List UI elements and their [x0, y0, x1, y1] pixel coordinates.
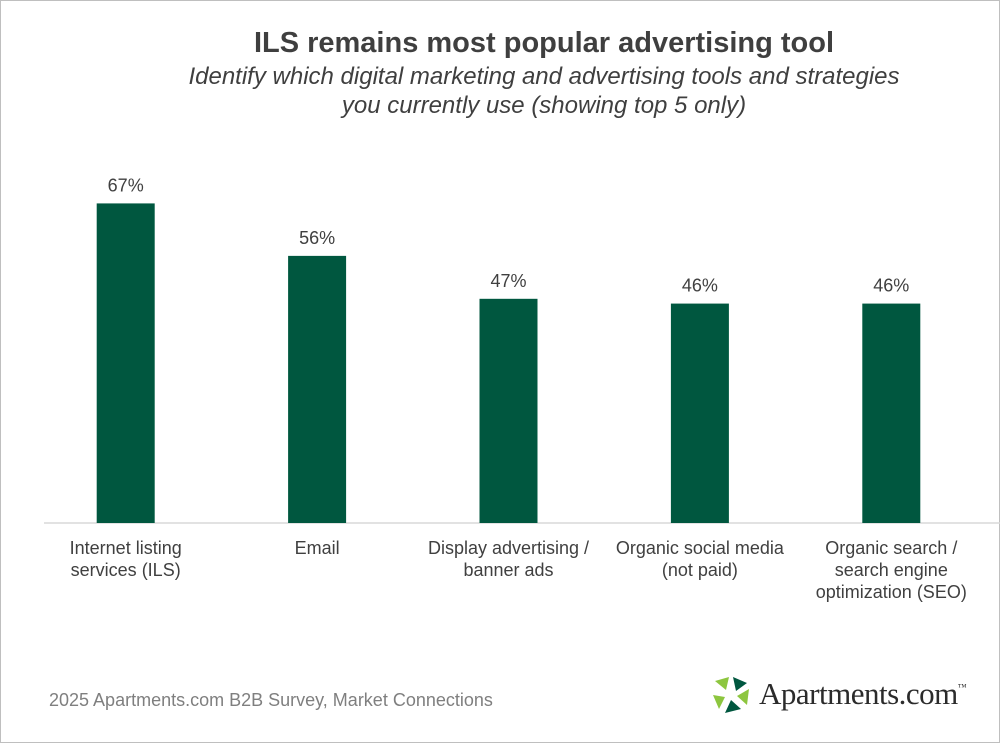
- subtitle-line-2: you currently use (showing top 5 only): [341, 92, 747, 119]
- data-label-4: 46%: [682, 276, 718, 296]
- source-footnote: 2025 Apartments.com B2B Survey, Market C…: [49, 690, 493, 710]
- category-label-line: (not paid): [661, 560, 738, 580]
- logo-wordmark: Apartments.com: [759, 676, 958, 711]
- data-label-1: 67%: [108, 175, 144, 195]
- category-label-5: Organic search / search engine optimizatio…: [796, 537, 986, 603]
- chart-subtitle: Identify which digital marketing and adv…: [1, 62, 1000, 120]
- subtitle-line-1: Identify which digital marketing and adv…: [188, 63, 900, 90]
- category-label-line: Organic social media: [615, 538, 784, 558]
- category-label-line: services (ILS): [70, 560, 181, 580]
- apartments-logo-icon: [713, 677, 749, 713]
- data-label-3: 47%: [490, 271, 526, 291]
- data-label-5: 46%: [873, 276, 909, 296]
- bar-2: [288, 255, 347, 523]
- category-label-2: Email: [222, 537, 412, 559]
- apartments-logo-text: Apartments.com™: [759, 676, 967, 712]
- bar-5: [862, 303, 921, 523]
- bar-4: [670, 303, 729, 523]
- category-label-4: Organic social media (not paid): [605, 537, 795, 581]
- category-label-3: Display advertising / banner ads: [414, 537, 604, 581]
- bar-1: [96, 203, 155, 523]
- category-label-line: banner ads: [463, 560, 554, 580]
- category-label-line: Organic search /: [825, 538, 958, 558]
- category-label-line: search engine: [834, 560, 948, 580]
- apartments-logo: Apartments.com™: [709, 673, 979, 717]
- category-label-line: Display advertising /: [427, 538, 590, 558]
- category-label-line: Internet listing: [69, 538, 182, 558]
- chart-title: ILS remains most popular advertising too…: [253, 27, 835, 59]
- data-label-2: 56%: [299, 228, 335, 248]
- bar-3: [479, 298, 538, 523]
- category-label-1: Internet listing services (ILS): [31, 537, 221, 581]
- category-label-line: optimization (SEO): [815, 582, 967, 602]
- logo-trademark: ™: [957, 682, 967, 692]
- category-label-line: Email: [294, 538, 340, 558]
